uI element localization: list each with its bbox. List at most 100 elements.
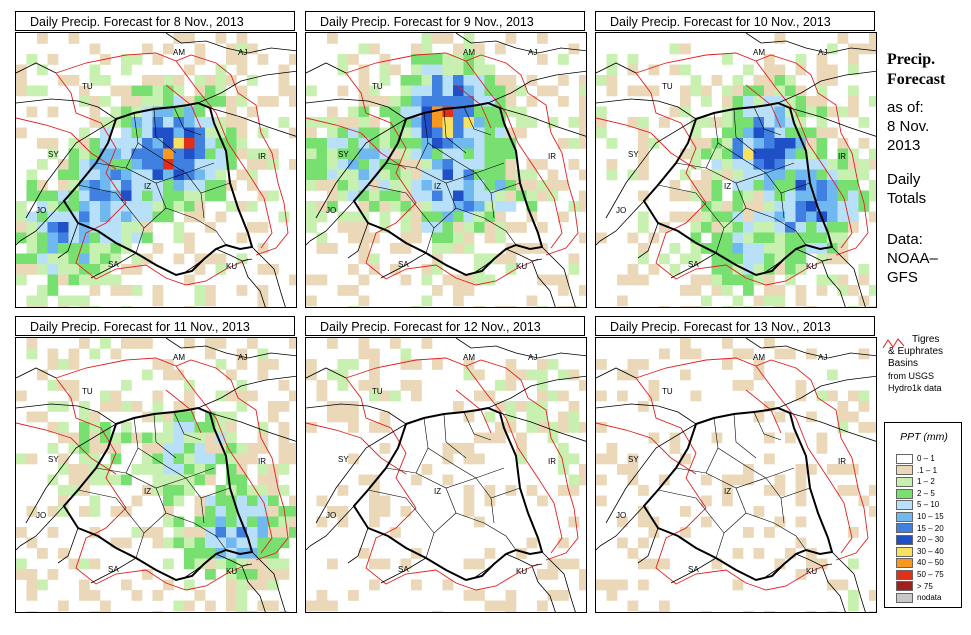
- country-label: TU: [372, 387, 383, 396]
- precip-cell: [26, 506, 38, 517]
- precip-cell: [484, 148, 496, 160]
- precip-cell: [247, 43, 258, 55]
- precip-cell: [869, 306, 876, 307]
- basin-line-3: Basins: [888, 358, 919, 369]
- precip-cell: [152, 190, 164, 202]
- precip-cell: [100, 190, 111, 202]
- precip-cell: [743, 232, 754, 244]
- forecast-panel-4: Daily Precip. Forecast for 11 Nov., 2013…: [15, 316, 297, 614]
- precip-cell: [26, 211, 38, 223]
- precip-cell: [732, 548, 744, 559]
- precip-cell: [568, 253, 580, 265]
- precip-cell: [495, 148, 506, 160]
- precip-cell: [711, 232, 723, 244]
- legend-row: 0 – 1: [896, 453, 935, 465]
- precip-cell: [453, 75, 464, 86]
- precip-cell: [68, 75, 80, 86]
- precip-cell: [442, 85, 454, 97]
- precip-cell: [89, 432, 101, 444]
- precip-cell: [226, 138, 237, 149]
- precip-cell: [142, 169, 153, 181]
- precip-cell: [474, 201, 485, 212]
- precip-cell: [495, 43, 506, 55]
- precip-cell: [547, 590, 559, 601]
- precip-cell: [827, 253, 838, 265]
- country-border: [16, 98, 117, 120]
- precip-cell: [858, 264, 870, 275]
- precip-cell: [152, 527, 164, 538]
- precip-cell: [194, 159, 206, 170]
- basin-boundary: [807, 142, 853, 249]
- precip-cell: [337, 190, 349, 202]
- precip-cell: [215, 338, 227, 349]
- precip-cell: [215, 138, 227, 149]
- precip-cell: [495, 75, 506, 86]
- precip-cell: [215, 264, 227, 275]
- precip-cell: [163, 537, 174, 549]
- precip-cell: [348, 590, 359, 601]
- precip-cell: [701, 474, 712, 486]
- precip-cell: [390, 338, 401, 349]
- precip-cell: [226, 422, 237, 433]
- legend-swatch: [896, 523, 913, 534]
- precip-cell: [442, 117, 454, 128]
- precip-cell: [226, 390, 237, 402]
- precip-cell: [358, 180, 370, 191]
- province-border: [425, 512, 457, 559]
- precip-cell: [278, 75, 290, 86]
- precip-cell: [421, 138, 433, 149]
- precip-cell: [537, 159, 548, 170]
- precip-cell: [47, 569, 59, 580]
- precip-cell: [827, 274, 838, 286]
- precip-cell: [121, 54, 132, 65]
- precip-cell: [432, 611, 443, 612]
- precip-cell: [110, 232, 122, 244]
- precip-cell: [79, 295, 90, 307]
- precip-cell: [247, 527, 258, 538]
- precip-cell: [257, 306, 269, 307]
- precip-cell: [579, 106, 586, 118]
- precip-cell: [774, 474, 786, 486]
- precip-cell: [358, 43, 370, 55]
- precip-cell: [463, 201, 475, 212]
- precip-cell: [537, 180, 548, 191]
- precip-cell: [848, 600, 859, 612]
- precip-cell: [484, 190, 496, 202]
- precip-cell: [848, 96, 859, 107]
- country-label: IZ: [724, 487, 731, 496]
- precip-cell: [816, 432, 828, 444]
- province-border: [173, 411, 202, 441]
- precip-cell: [152, 411, 164, 423]
- precip-cell: [722, 306, 733, 307]
- precip-cell: [316, 600, 328, 612]
- legend-swatch: [896, 593, 913, 604]
- precip-cell: [442, 579, 454, 591]
- precip-cell: [247, 443, 258, 454]
- precip-cell: [764, 274, 775, 286]
- basin-boundary: [465, 365, 519, 449]
- precip-cell: [869, 611, 876, 612]
- precip-cell: [278, 453, 290, 465]
- precip-cell: [68, 222, 80, 233]
- precip-cell: [369, 348, 380, 360]
- precip-cell: [79, 474, 90, 486]
- precip-cell: [722, 211, 733, 223]
- precip-cell: [495, 401, 506, 412]
- precip-cell: [432, 169, 443, 181]
- precip-cell: [774, 211, 786, 223]
- precip-cell: [184, 537, 195, 549]
- precip-cell: [257, 516, 269, 528]
- precip-cell: [100, 117, 111, 128]
- precip-cell: [236, 443, 248, 454]
- precip-cell: [257, 558, 269, 570]
- precip-cell: [474, 85, 485, 97]
- precip-cell: [442, 243, 454, 254]
- precip-cell: [184, 443, 195, 454]
- precip-cell: [316, 232, 328, 244]
- precip-cell: [669, 180, 681, 191]
- precip-cell: [306, 600, 317, 612]
- precip-cell: [236, 453, 248, 465]
- precip-cell: [369, 190, 380, 202]
- precip-cell: [236, 285, 248, 296]
- precip-cell: [142, 232, 153, 244]
